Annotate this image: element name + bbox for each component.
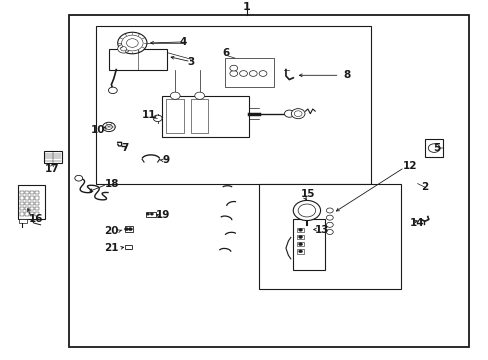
Circle shape [118,32,147,54]
Bar [166,99,183,134]
Circle shape [229,65,237,71]
Circle shape [75,175,82,181]
Bar [297,228,304,232]
Bar [30,212,34,216]
Circle shape [298,228,302,231]
Circle shape [326,215,332,220]
Circle shape [294,111,302,117]
Bar [297,242,304,246]
Circle shape [326,208,332,213]
Bar [259,184,400,289]
Text: 6: 6 [222,48,229,58]
Bar [25,207,29,211]
Text: 5: 5 [432,143,440,153]
Circle shape [146,213,149,215]
Bar [20,191,24,194]
Circle shape [105,125,112,130]
Circle shape [194,92,204,99]
Text: 21: 21 [104,243,119,253]
Text: 12: 12 [402,161,417,171]
Bar [25,212,29,216]
Text: 15: 15 [300,189,314,199]
Bar [124,244,132,249]
Bar [25,196,29,200]
Bar [30,202,34,205]
Bar [20,207,24,211]
Bar [43,151,62,163]
Bar [297,235,304,239]
Bar [146,212,156,217]
Bar [96,26,370,184]
Text: 7: 7 [121,143,128,153]
Bar [35,212,39,216]
Text: 1: 1 [243,2,250,12]
Bar [124,226,133,231]
Bar [35,191,39,194]
Text: 3: 3 [187,57,194,67]
Bar [20,212,24,216]
Bar [20,196,24,200]
Bar [30,207,34,211]
Text: 8: 8 [343,70,350,80]
Circle shape [128,228,132,230]
Text: 16: 16 [28,215,43,224]
Bar [18,185,44,220]
Bar [109,49,167,69]
Bar [19,220,26,223]
Bar [224,58,273,87]
Circle shape [170,92,180,99]
Bar [69,15,468,347]
Circle shape [427,144,439,152]
Bar [424,139,443,157]
Bar [35,196,39,200]
Bar [126,43,138,46]
Circle shape [298,204,315,217]
Bar [25,191,29,194]
Text: 11: 11 [142,110,156,120]
Text: 4: 4 [180,37,187,47]
Circle shape [259,71,266,76]
Circle shape [150,213,153,215]
Bar [297,249,304,253]
Bar [161,96,249,137]
Circle shape [229,71,237,76]
Bar [30,196,34,200]
Text: 17: 17 [44,164,59,174]
Circle shape [126,39,138,47]
Circle shape [291,109,305,119]
Bar [35,207,39,211]
Circle shape [102,122,115,132]
Circle shape [298,235,302,238]
Circle shape [284,110,294,117]
Circle shape [239,71,247,76]
Circle shape [326,229,332,234]
Circle shape [118,44,129,53]
Circle shape [298,243,302,246]
Circle shape [108,87,117,94]
Text: 20: 20 [104,226,119,236]
Circle shape [121,46,126,51]
Circle shape [293,201,320,221]
Bar [25,202,29,205]
Text: 10: 10 [91,125,105,135]
Text: 9: 9 [163,155,170,165]
Text: 14: 14 [409,218,424,228]
Bar [190,99,207,134]
Text: 18: 18 [104,179,119,189]
Text: 2: 2 [421,182,427,192]
Bar [20,202,24,205]
Text: 13: 13 [315,225,329,235]
Bar [293,220,325,270]
Circle shape [249,71,257,76]
Bar [30,191,34,194]
Circle shape [122,35,143,51]
Circle shape [298,250,302,253]
Circle shape [326,222,332,228]
Bar [35,202,39,205]
Circle shape [153,115,162,122]
Text: 19: 19 [155,210,169,220]
Circle shape [124,228,128,230]
